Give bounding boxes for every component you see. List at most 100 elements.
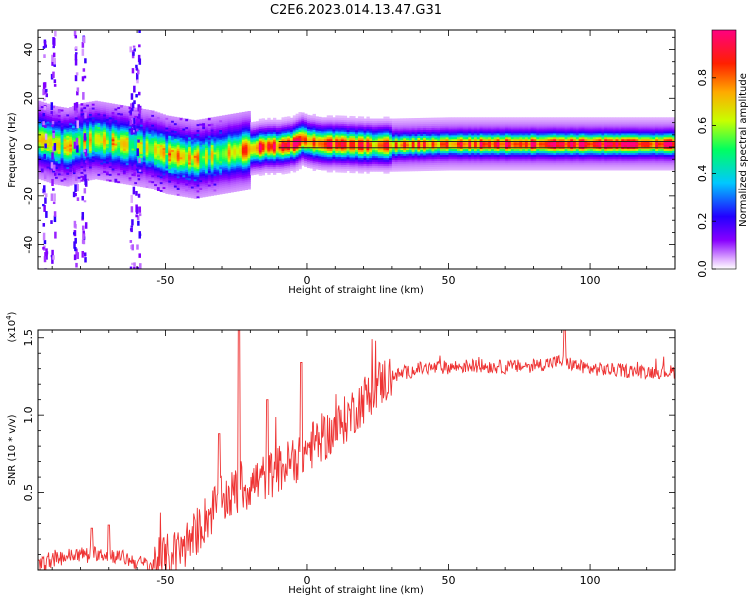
heatmap-cell <box>111 134 115 138</box>
heatmap-cell <box>256 152 260 155</box>
heatmap-cell <box>77 150 81 154</box>
heatmap-cell <box>188 123 192 126</box>
heatmap-cell <box>91 169 96 172</box>
heatmap-cell <box>159 154 164 157</box>
heatmap-cell <box>227 135 232 139</box>
heatmap-cell <box>295 121 299 124</box>
heatmap-cell <box>349 117 353 121</box>
heatmap-cell <box>437 117 441 120</box>
heatmap-cell <box>431 148 435 152</box>
heatmap-cell <box>38 174 42 178</box>
heatmap-cell <box>295 115 299 119</box>
heatmap-cell <box>205 124 209 127</box>
heatmap-cell <box>137 176 141 179</box>
heatmap-cell <box>213 134 217 137</box>
heatmap-cell <box>374 143 379 147</box>
heatmap-cell <box>233 148 237 151</box>
heatmap-cell <box>71 123 76 127</box>
heatmap-cell <box>417 145 421 148</box>
heatmap-cell <box>49 143 53 147</box>
heatmap-cell <box>352 151 356 154</box>
heatmap-cell <box>239 188 243 191</box>
heatmap-cell <box>244 129 248 132</box>
heatmap-cell <box>207 127 212 130</box>
heatmap-cell <box>182 151 186 154</box>
heatmap-cell <box>338 115 342 118</box>
heatmap-cell <box>182 194 186 197</box>
heatmap-cell <box>46 125 50 128</box>
heatmap-cell <box>60 136 64 139</box>
heatmap-cell <box>139 174 144 178</box>
heatmap-cell <box>190 178 195 181</box>
heatmap-cell <box>261 155 265 158</box>
heatmap-cell <box>437 133 441 136</box>
heatmap-cell <box>363 141 367 145</box>
heatmap-cell <box>54 170 59 173</box>
heatmap-cell <box>156 126 161 129</box>
heatmap-cell <box>57 133 62 137</box>
heatmap-cell <box>244 164 248 167</box>
heatmap-cell <box>86 135 90 138</box>
heatmap-cell <box>309 136 314 140</box>
heatmap-cell <box>383 136 387 139</box>
heatmap-cell <box>222 154 226 157</box>
heatmap-cell <box>108 140 113 143</box>
heatmap-cell <box>134 156 138 159</box>
heatmap-cell <box>369 167 373 170</box>
heatmap-cell <box>156 161 161 164</box>
heatmap-cell <box>216 153 220 156</box>
heatmap-cell <box>117 157 121 160</box>
heatmap-cell <box>105 172 110 176</box>
heatmap-cell <box>142 126 147 130</box>
heatmap-cell <box>159 185 164 189</box>
heatmap-cell <box>403 163 407 166</box>
heatmap-cell <box>120 163 124 167</box>
heatmap-cell <box>448 142 452 146</box>
heatmap-cell <box>103 156 107 160</box>
heatmap-cell <box>122 107 127 110</box>
heatmap-cell <box>321 162 325 165</box>
heatmap-cell <box>108 120 113 124</box>
heatmap-cell <box>202 163 206 167</box>
heatmap-cell <box>156 143 161 147</box>
heatmap-cell <box>100 136 104 140</box>
heatmap-cell <box>312 158 316 162</box>
heatmap-cell <box>66 180 70 183</box>
heatmap-cell <box>188 125 192 128</box>
heatmap-cell <box>312 149 316 152</box>
heatmap-cell <box>105 133 110 137</box>
heatmap-cell <box>278 170 282 173</box>
heatmap-cell <box>165 125 169 128</box>
heatmap-cell <box>295 135 299 138</box>
heatmap-cell <box>97 114 101 118</box>
heatmap-cell <box>40 150 45 153</box>
heatmap-cell <box>117 161 121 164</box>
heatmap-cell <box>454 168 458 171</box>
heatmap-cell <box>383 159 387 162</box>
heatmap-cell <box>244 152 248 155</box>
heatmap-cell <box>275 145 280 148</box>
heatmap-cell <box>57 157 62 160</box>
heatmap-cell <box>156 153 161 156</box>
heatmap-cell <box>125 115 130 119</box>
heatmap-cell <box>236 159 240 163</box>
heatmap-cell <box>253 160 257 164</box>
heatmap-cell <box>63 154 67 157</box>
heatmap-cell <box>40 111 45 114</box>
heatmap-cell <box>445 131 450 134</box>
heatmap-cell <box>222 156 226 159</box>
heatmap-cell <box>171 116 175 119</box>
heatmap-cell <box>60 114 64 118</box>
heatmap-cell <box>173 183 178 186</box>
heatmap-cell <box>335 150 339 153</box>
heatmap-cell <box>52 136 56 140</box>
heatmap-cell <box>355 133 359 137</box>
heatmap-cell <box>74 116 79 120</box>
heatmap-cell <box>241 184 246 187</box>
heatmap-cell <box>182 167 186 170</box>
heatmap-cell <box>103 143 107 146</box>
heatmap-cell <box>210 173 215 177</box>
heatmap-cell <box>264 133 268 136</box>
heatmap-cell <box>210 130 215 134</box>
heatmap-cell <box>49 151 53 154</box>
